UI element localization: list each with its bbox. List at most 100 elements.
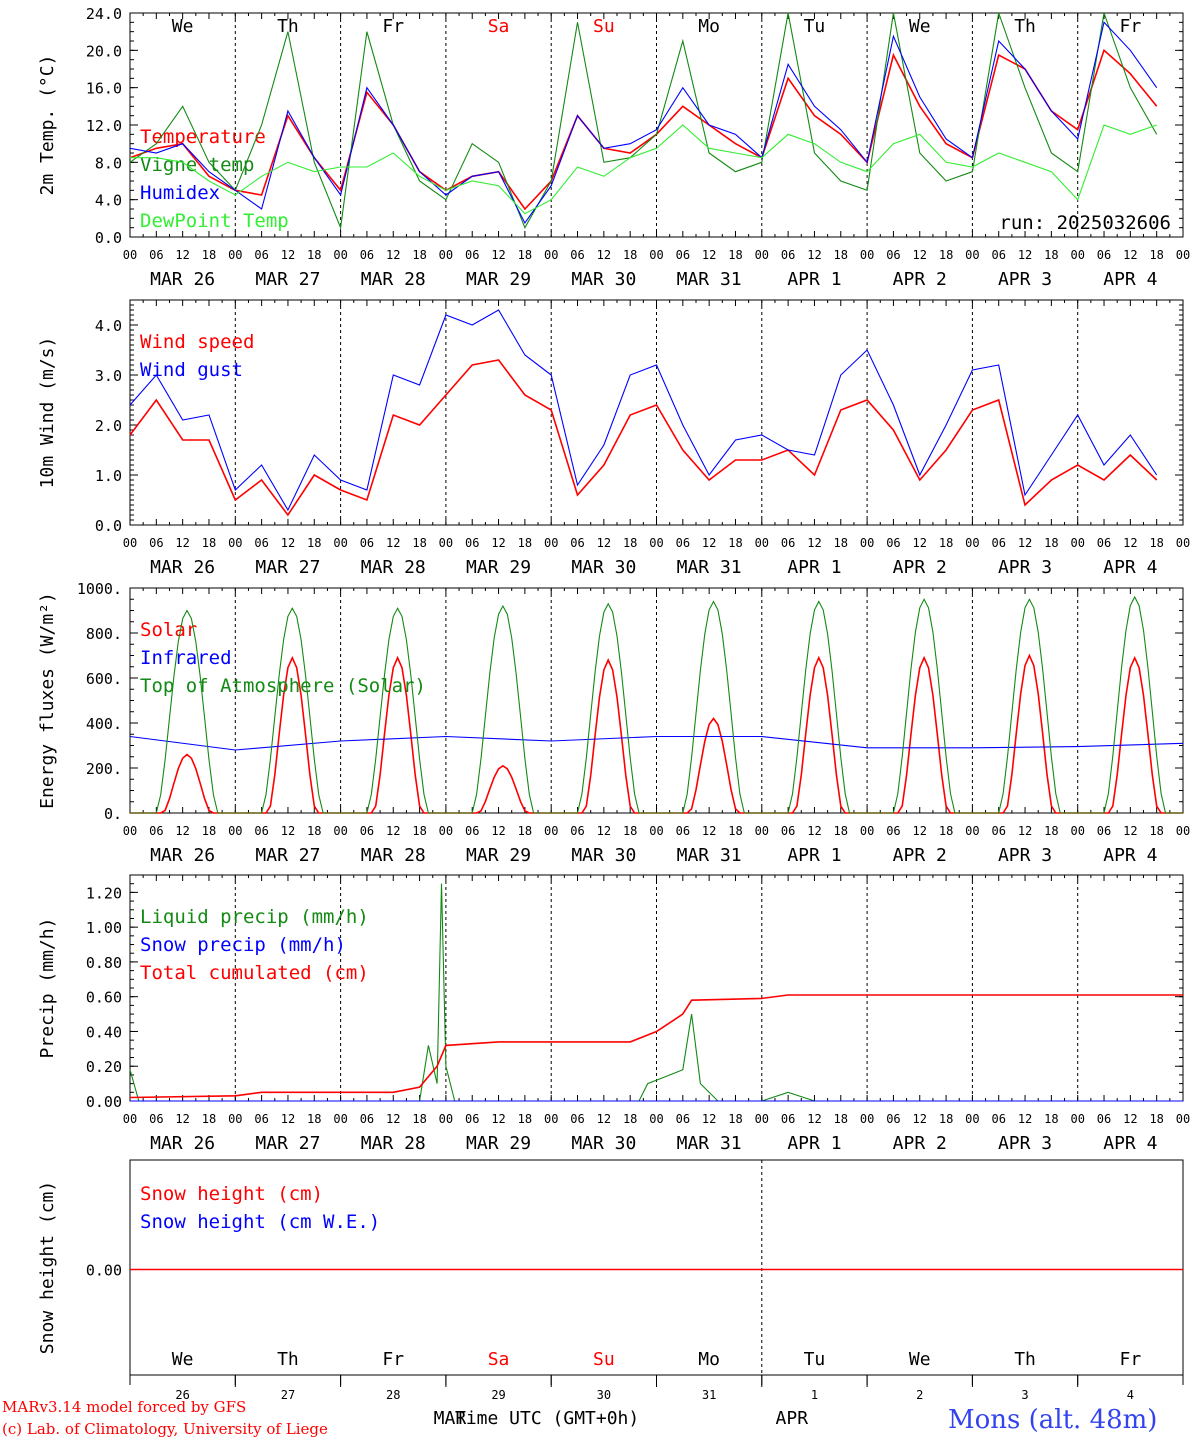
hour-label: 12 bbox=[491, 248, 505, 262]
hour-label: 12 bbox=[175, 824, 189, 838]
hour-label: 12 bbox=[702, 248, 716, 262]
date-label: APR 4 bbox=[1103, 269, 1157, 290]
hour-label: 18 bbox=[1044, 536, 1058, 550]
date-label: MAR 31 bbox=[677, 1133, 742, 1154]
hour-label: 00 bbox=[439, 248, 453, 262]
y-tick-label: 0.80 bbox=[86, 954, 122, 972]
hour-label: 06 bbox=[1097, 248, 1111, 262]
hour-label: 06 bbox=[465, 248, 479, 262]
weekday-label: Fr bbox=[1120, 1349, 1142, 1370]
hour-label: 00 bbox=[123, 1112, 137, 1126]
hour-label: 00 bbox=[123, 536, 137, 550]
weekday-label: Mo bbox=[698, 1349, 720, 1370]
hour-label: 18 bbox=[623, 1112, 637, 1126]
date-label: MAR 27 bbox=[255, 557, 320, 578]
date-label: MAR 26 bbox=[150, 845, 215, 866]
hour-label: 18 bbox=[1149, 1112, 1163, 1126]
hour-label: 12 bbox=[807, 1112, 821, 1126]
legend-entry: Wind speed bbox=[140, 331, 254, 353]
hour-label: 00 bbox=[1070, 824, 1084, 838]
legend-entry: Liquid precip (mm/h) bbox=[140, 906, 369, 928]
legend-entry: Snow height (cm) bbox=[140, 1183, 323, 1205]
bottom-date-label: 1 bbox=[811, 1388, 818, 1402]
hour-label: 18 bbox=[202, 536, 216, 550]
y-tick-label: 0. bbox=[104, 805, 122, 823]
hour-label: 12 bbox=[597, 1112, 611, 1126]
hour-label: 12 bbox=[281, 248, 295, 262]
hour-label: 00 bbox=[755, 824, 769, 838]
hour-label: 00 bbox=[333, 1112, 347, 1126]
hour-label: 12 bbox=[281, 824, 295, 838]
date-label: MAR 26 bbox=[150, 1133, 215, 1154]
hour-label: 18 bbox=[1044, 1112, 1058, 1126]
bottom-date-label: 27 bbox=[281, 1388, 295, 1402]
series-line-top-of-atmosphere-solar- bbox=[130, 595, 1183, 814]
legend-entry: Snow precip (mm/h) bbox=[140, 934, 346, 956]
hour-label: 06 bbox=[360, 1112, 374, 1126]
hour-label: 06 bbox=[781, 248, 795, 262]
hour-label: 18 bbox=[834, 1112, 848, 1126]
hour-label: 12 bbox=[491, 824, 505, 838]
series-line-wind-gust bbox=[129, 309, 1158, 512]
y-axis-label: Precip (mm/h) bbox=[37, 918, 58, 1059]
series-line-dewpoint-temp bbox=[130, 124, 1157, 215]
hour-label: 06 bbox=[676, 248, 690, 262]
hour-label: 06 bbox=[465, 536, 479, 550]
station-label: Mons (alt. 48m) bbox=[948, 1405, 1157, 1435]
hour-label: 00 bbox=[649, 1112, 663, 1126]
hour-label: 00 bbox=[860, 248, 874, 262]
hour-label: 12 bbox=[491, 1112, 505, 1126]
hour-label: 12 bbox=[1123, 248, 1137, 262]
weekday-label: Mo bbox=[698, 16, 720, 37]
date-label: MAR 28 bbox=[361, 1133, 426, 1154]
hour-label: 18 bbox=[623, 248, 637, 262]
date-label: APR 1 bbox=[787, 845, 841, 866]
hour-label: 12 bbox=[597, 824, 611, 838]
weekday-label: We bbox=[172, 1349, 194, 1370]
y-axis-label: 10m Wind (m/s) bbox=[37, 337, 58, 489]
weekday-label: Su bbox=[593, 16, 615, 37]
y-tick-label: 1.0 bbox=[95, 467, 122, 485]
y-tick-label: 20.0 bbox=[86, 42, 122, 60]
hour-label: 06 bbox=[781, 824, 795, 838]
hour-label: 00 bbox=[333, 824, 347, 838]
hour-label: 18 bbox=[728, 1112, 742, 1126]
hour-label: 18 bbox=[307, 536, 321, 550]
hour-label: 18 bbox=[1044, 824, 1058, 838]
y-tick-label: 4.0 bbox=[95, 317, 122, 335]
series-line-vigne-temp bbox=[129, 12, 1158, 230]
hour-label: 06 bbox=[360, 248, 374, 262]
bottom-date-label: 30 bbox=[597, 1388, 611, 1402]
footer-model-line: MARv3.14 model forced by GFS bbox=[2, 1398, 246, 1416]
hour-label: 06 bbox=[1097, 824, 1111, 838]
y-tick-label: 16.0 bbox=[86, 80, 122, 98]
date-label: APR 2 bbox=[893, 845, 947, 866]
hour-label: 18 bbox=[1149, 248, 1163, 262]
bottom-date-label: 31 bbox=[702, 1388, 716, 1402]
date-label: MAR 26 bbox=[150, 269, 215, 290]
weekday-label: Sa bbox=[488, 16, 510, 37]
hour-label: 00 bbox=[965, 248, 979, 262]
date-label: APR 4 bbox=[1103, 845, 1157, 866]
hour-label: 00 bbox=[1070, 1112, 1084, 1126]
date-label: MAR 30 bbox=[571, 269, 636, 290]
hour-label: 18 bbox=[307, 1112, 321, 1126]
weekday-label: Fr bbox=[382, 16, 404, 37]
date-label: MAR 30 bbox=[571, 1133, 636, 1154]
hour-label: 12 bbox=[1018, 248, 1032, 262]
hour-label: 06 bbox=[991, 248, 1005, 262]
hour-label: 12 bbox=[597, 248, 611, 262]
weekday-label: Su bbox=[593, 1349, 615, 1370]
hour-label: 00 bbox=[1176, 824, 1190, 838]
hour-label: 12 bbox=[807, 824, 821, 838]
series-line-infrared bbox=[129, 735, 1184, 751]
hour-label: 18 bbox=[834, 536, 848, 550]
y-tick-label: 4.0 bbox=[95, 192, 122, 210]
hour-label: 06 bbox=[886, 536, 900, 550]
hour-label: 18 bbox=[728, 536, 742, 550]
hour-label: 18 bbox=[518, 1112, 532, 1126]
hour-label: 00 bbox=[965, 824, 979, 838]
weekday-label: Tu bbox=[804, 16, 826, 37]
hour-label: 18 bbox=[834, 824, 848, 838]
hour-label: 06 bbox=[149, 536, 163, 550]
